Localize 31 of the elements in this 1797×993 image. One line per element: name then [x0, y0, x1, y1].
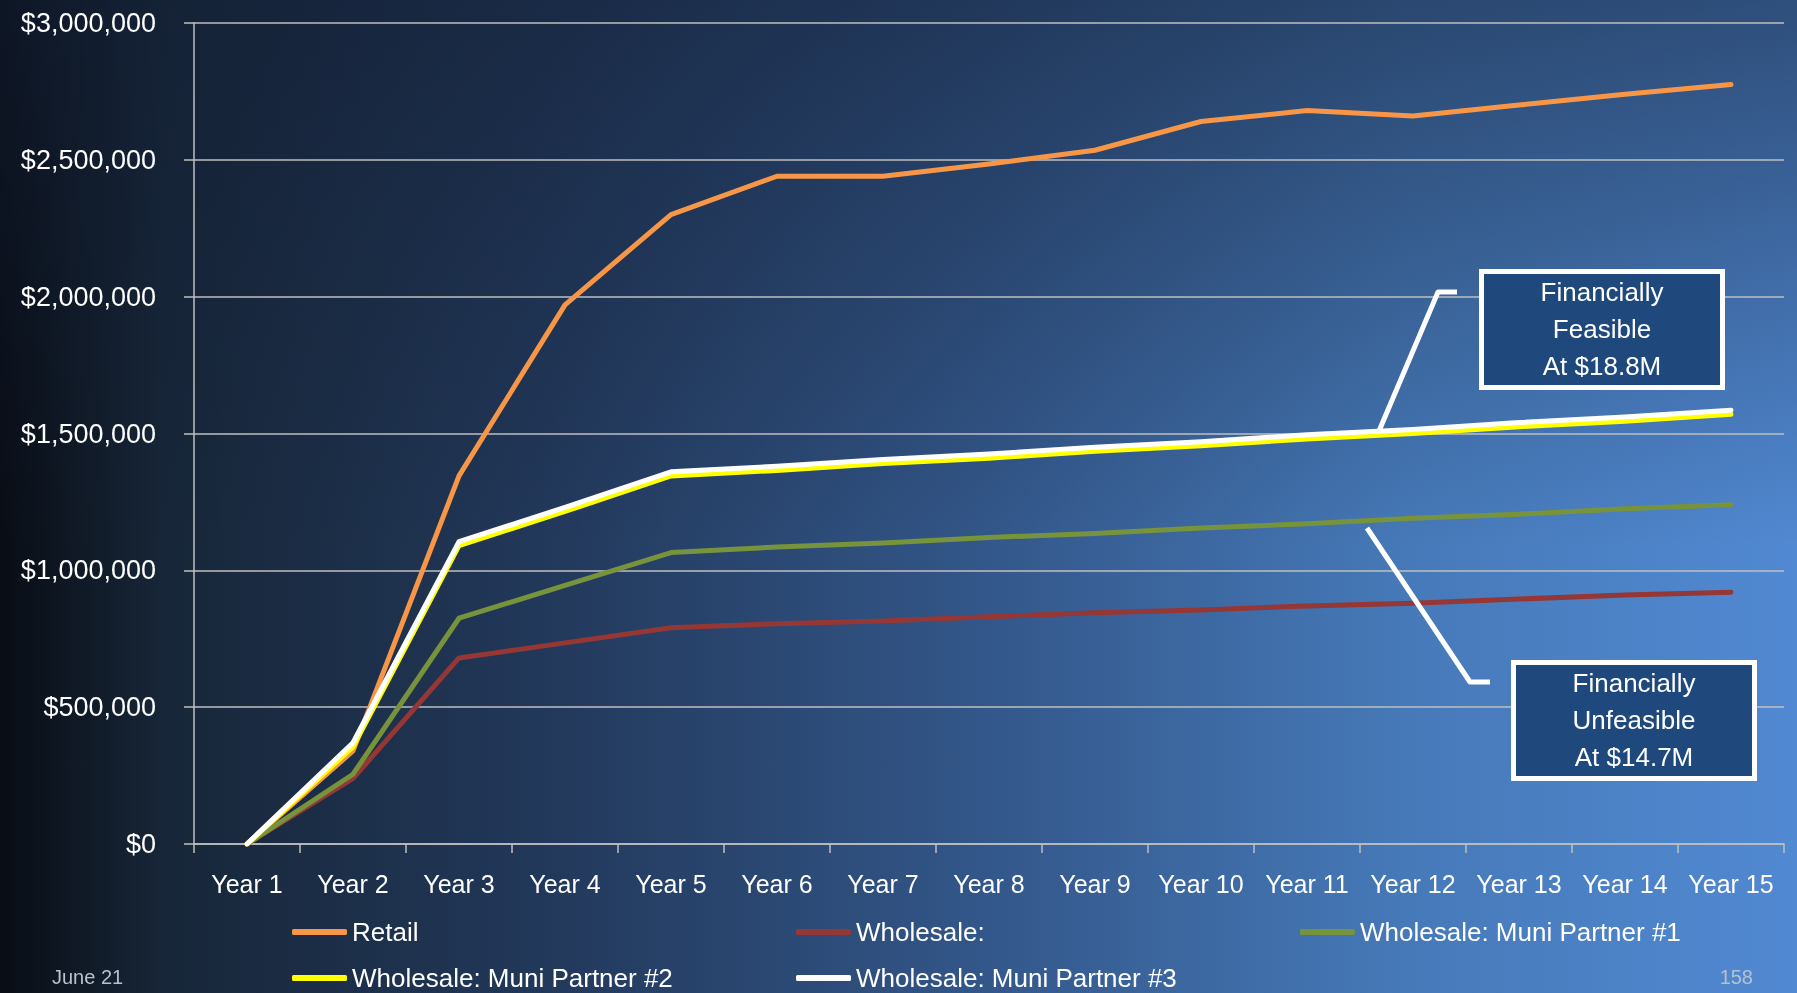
y-tick-label: $2,500,000 — [20, 144, 156, 175]
legend-label: Retail — [352, 917, 419, 947]
x-tick-label: Year 2 — [317, 869, 389, 898]
annotation: Financially Unfeasible At $14.7M — [1511, 660, 1757, 781]
y-tick-label: $500,000 — [43, 692, 156, 723]
y-tick-label: $3,000,000 — [20, 8, 156, 38]
x-tick-label: Year 10 — [1158, 869, 1244, 898]
x-tick-label: Year 15 — [1688, 869, 1774, 898]
x-tick-label: Year 1 — [211, 869, 283, 898]
x-tick-label: Year 6 — [741, 869, 813, 898]
x-tick-label: Year 8 — [953, 869, 1025, 898]
y-tick-label: $2,000,000 — [20, 281, 156, 312]
x-tick-label: Year 4 — [529, 869, 601, 898]
legend-label: Wholesale: — [856, 917, 985, 947]
x-tick-label: Year 12 — [1370, 869, 1456, 898]
x-tick-label: Year 3 — [423, 869, 495, 898]
legend-label: Wholesale: Muni Partner #1 — [1360, 917, 1681, 947]
x-tick-label: Year 11 — [1265, 869, 1349, 898]
y-tick-label: $0 — [125, 829, 156, 859]
legend-label: Wholesale: Muni Partner #2 — [352, 963, 673, 993]
annotation: Financially Feasible At $18.8M — [1479, 269, 1725, 390]
x-tick-label: Year 9 — [1059, 869, 1131, 898]
y-tick-label: $1,000,000 — [20, 555, 156, 586]
x-tick-label: Year 14 — [1582, 869, 1668, 898]
text: June 21 — [52, 966, 124, 989]
x-tick-label: Year 5 — [635, 869, 707, 898]
x-tick-label: Year 7 — [847, 869, 919, 898]
legend-label: Wholesale: Muni Partner #3 — [856, 963, 1177, 993]
y-tick-label: $1,500,000 — [20, 418, 156, 449]
text: 158 — [1719, 966, 1753, 989]
x-tick-label: Year 13 — [1476, 869, 1562, 898]
